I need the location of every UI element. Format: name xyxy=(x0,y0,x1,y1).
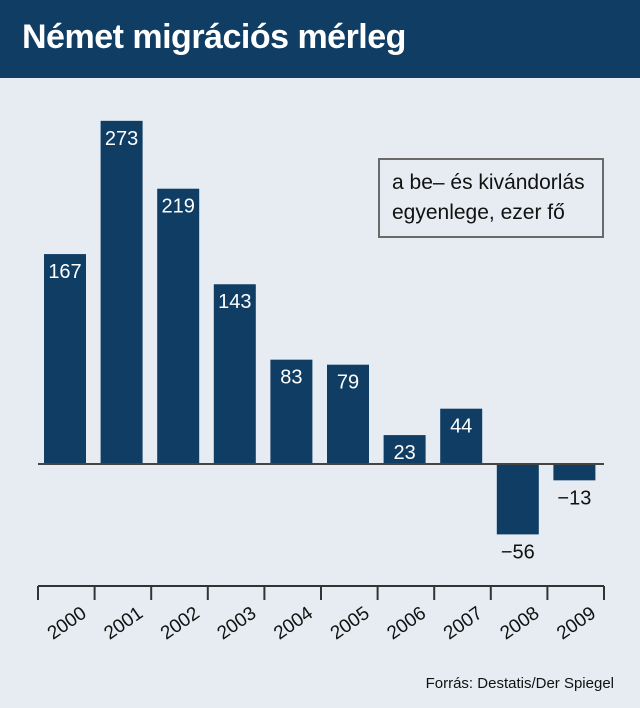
x-tick-label-2000: 2000 xyxy=(44,603,91,644)
x-tick-label-2003: 2003 xyxy=(214,603,261,644)
x-tick-label-2006: 2006 xyxy=(383,603,430,644)
value-label-2009: −13 xyxy=(557,487,591,509)
x-tick-label-2007: 2007 xyxy=(440,603,487,644)
value-label-2006: 23 xyxy=(393,442,415,464)
x-tick-label-2002: 2002 xyxy=(157,603,204,644)
x-tick-label-2004: 2004 xyxy=(270,603,317,645)
bars-layer xyxy=(44,120,596,535)
x-tick-label-2001: 2001 xyxy=(100,603,147,644)
bar-2002 xyxy=(157,188,200,465)
bar-2007 xyxy=(440,408,483,464)
bar-2005 xyxy=(327,364,369,464)
value-label-2007: 44 xyxy=(450,416,472,438)
x-tick-label-2008: 2008 xyxy=(497,603,544,644)
bar-2000 xyxy=(44,254,86,464)
x-tick-label-2009: 2009 xyxy=(553,603,600,644)
legend-line-1: a be– és kivándorlás xyxy=(392,171,585,194)
header-bar: Német migrációs mérleg xyxy=(0,0,640,78)
legend-line-2: egyenlege, ezer fő xyxy=(392,201,565,224)
bar-2003 xyxy=(213,284,256,464)
value-label-2001: 273 xyxy=(105,128,138,150)
bar-2008 xyxy=(496,464,539,535)
x-ticks-layer xyxy=(37,586,605,600)
bar-2006 xyxy=(383,435,426,464)
x-tick-label-2005: 2005 xyxy=(327,603,374,644)
value-label-2004: 83 xyxy=(280,367,302,389)
source-note: Forrás: Destatis/Der Spiegel xyxy=(425,675,614,692)
value-label-2002: 219 xyxy=(162,196,195,218)
value-labels-layer: 167 273 219 143 83 79 23 44 −56 −13 xyxy=(48,128,591,564)
value-label-2000: 167 xyxy=(48,261,81,283)
value-label-2003: 143 xyxy=(218,291,251,313)
bar-2009 xyxy=(553,464,596,481)
chart-title: Német migrációs mérleg xyxy=(22,18,406,56)
x-tick-labels-layer: 2000 2001 2002 2003 2004 2005 2006 2007 2008 2009 xyxy=(44,603,600,645)
value-label-2008: −56 xyxy=(501,541,535,563)
legend-box: a be– és kivándorlás egyenlege, ezer fő xyxy=(378,158,604,238)
bar-2004 xyxy=(270,359,313,464)
bar-2001 xyxy=(100,120,143,465)
value-label-2005: 79 xyxy=(337,372,359,394)
